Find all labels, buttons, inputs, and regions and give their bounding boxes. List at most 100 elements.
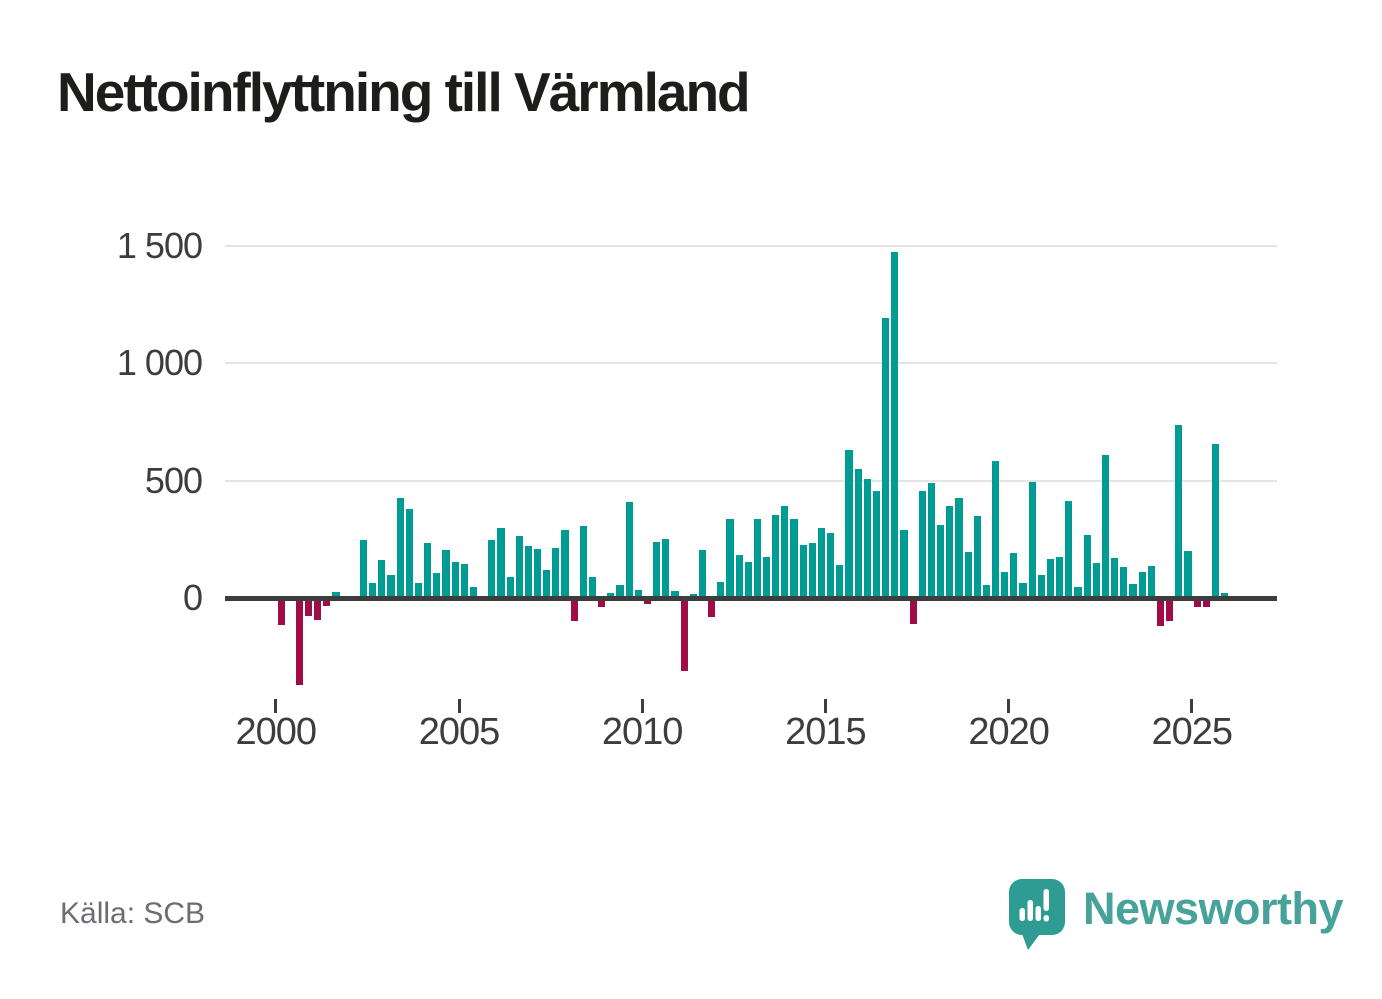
bar-2007Q1 [533, 548, 542, 598]
bar-2008Q3 [588, 576, 597, 598]
bar-2014Q3 [808, 542, 816, 598]
bar-2008Q2 [579, 526, 587, 598]
bar-2015Q2 [836, 565, 844, 598]
bar-2021Q1 [1046, 559, 1055, 598]
bar-2000Q4 [304, 598, 313, 616]
bar-2011Q1 [680, 598, 688, 671]
x-tick-2015 [823, 699, 827, 713]
bar-2013Q2 [762, 556, 771, 598]
chart-title: Nettoinflyttning till Värmland [57, 61, 751, 123]
x-axis-label: 2000 [235, 711, 318, 753]
bar-2002Q3 [369, 582, 377, 598]
bar-2025Q2 [1202, 598, 1210, 608]
gridline-500 [225, 479, 1277, 482]
bar-2008Q1 [570, 598, 578, 622]
y-axis-label: 500 [144, 459, 203, 501]
bar-2017Q4 [927, 482, 936, 598]
x-axis-label: 2025 [1151, 711, 1234, 753]
bar-2007Q4 [561, 529, 569, 598]
bar-2020Q2 [1019, 582, 1027, 598]
bar-2019Q2 [982, 585, 990, 598]
bar-2018Q3 [955, 498, 963, 598]
x-tick-2000 [274, 699, 278, 713]
x-axis-label: 2015 [785, 711, 867, 753]
bar-2011Q3 [698, 549, 707, 598]
x-axis-label: 2020 [968, 711, 1050, 753]
y-axis-label: 1 000 [116, 342, 203, 384]
bar-2009Q3 [625, 501, 633, 598]
bar-2023Q3 [1138, 572, 1146, 598]
bar-2002Q4 [378, 560, 386, 598]
bar-2023Q2 [1129, 583, 1137, 598]
bar-2013Q4 [781, 506, 789, 598]
bar-2003Q1 [387, 574, 395, 598]
bar-2020Q4 [1037, 574, 1045, 598]
bar-2016Q2 [872, 491, 881, 598]
bar-2016Q3 [882, 317, 890, 598]
y-axis-label: 0 [182, 577, 203, 618]
bar-2024Q1 [1156, 598, 1165, 627]
bar-2012Q2 [726, 519, 734, 598]
bar-2010Q1 [643, 598, 652, 604]
bar-2019Q1 [973, 515, 981, 598]
bar-2019Q4 [1001, 572, 1009, 598]
x-axis-line [225, 595, 1277, 601]
bar-2013Q3 [772, 514, 780, 598]
bar-2006Q3 [515, 535, 523, 598]
bar-2012Q3 [735, 554, 743, 598]
bar-2017Q2 [909, 598, 917, 624]
bar-2014Q4 [817, 527, 826, 598]
x-tick-2020 [1007, 699, 1011, 713]
bar-2003Q4 [414, 582, 423, 598]
newsworthy-logo-icon [1009, 879, 1065, 950]
bar-2005Q2 [469, 587, 478, 598]
bar-2000Q3 [295, 598, 303, 685]
gridline-1000 [225, 362, 1277, 365]
bar-2018Q1 [937, 525, 945, 598]
newsworthy-logo: Newsworthy [1008, 878, 1344, 951]
bar-2001Q1 [314, 598, 322, 621]
bar-2004Q2 [433, 573, 441, 598]
bar-2025Q3 [1211, 444, 1219, 598]
x-tick-2025 [1190, 699, 1194, 713]
bar-2024Q2 [1166, 598, 1174, 622]
bar-2004Q4 [451, 561, 459, 598]
bar-2004Q3 [442, 549, 450, 598]
bar-2020Q1 [1010, 553, 1018, 598]
y-axis-label: 1 500 [116, 224, 203, 266]
bar-2024Q3 [1175, 425, 1183, 598]
bar-2010Q3 [662, 539, 670, 598]
bar-2005Q1 [460, 563, 468, 598]
bar-2020Q3 [1028, 481, 1036, 598]
bar-2005Q4 [488, 540, 496, 598]
bar-2006Q1 [497, 527, 505, 598]
bar-2012Q4 [744, 561, 752, 598]
x-tick-2005 [457, 699, 461, 713]
x-axis-label: 2010 [601, 711, 684, 753]
bar-2014Q2 [799, 545, 807, 598]
bar-2001Q3 [332, 592, 340, 598]
bar-2007Q3 [552, 547, 560, 598]
bar-2025Q1 [1193, 598, 1201, 608]
gridline-1500 [225, 244, 1277, 247]
bar-2000Q1 [277, 598, 285, 625]
bar-2022Q3 [1101, 454, 1110, 598]
bar-2019Q3 [991, 460, 1000, 598]
bar-2010Q4 [671, 590, 679, 598]
bar-2006Q4 [524, 546, 532, 598]
bar-2012Q1 [717, 581, 725, 598]
bar-2009Q4 [634, 589, 642, 598]
bar-2022Q4 [1111, 558, 1119, 598]
bar-2003Q3 [405, 508, 413, 598]
bar-2011Q4 [708, 598, 716, 617]
bar-2022Q2 [1092, 562, 1100, 598]
bar-2024Q4 [1184, 551, 1192, 598]
bar-2016Q4 [891, 251, 899, 598]
newsworthy-wordmark: Newsworthy [1083, 883, 1344, 934]
bar-2018Q4 [964, 552, 972, 598]
x-tick-2010 [640, 699, 644, 713]
bar-2021Q4 [1074, 587, 1082, 598]
bar-2015Q4 [854, 468, 862, 598]
